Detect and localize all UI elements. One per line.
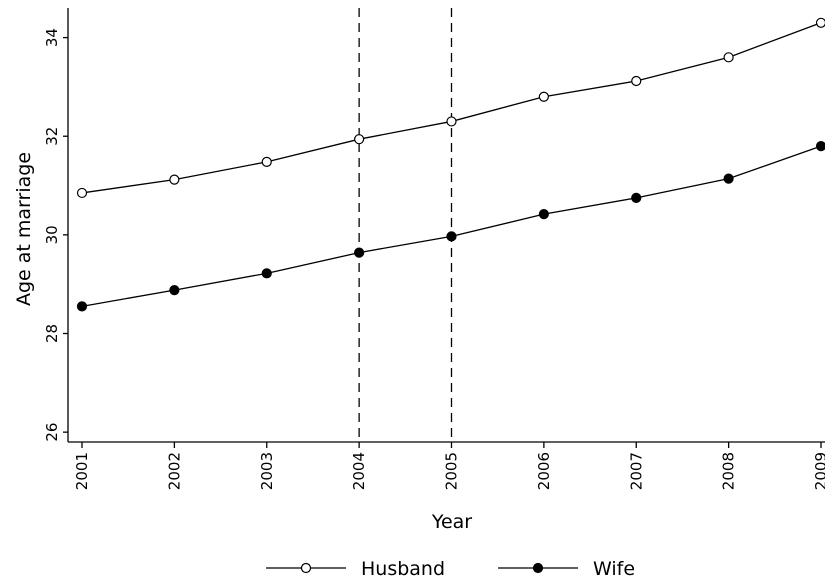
legend-marker-wife — [532, 562, 544, 574]
point-wife-2009 — [815, 140, 825, 152]
x-tick-label-2009: 2009 — [812, 452, 825, 490]
point-husband-2001 — [76, 187, 88, 199]
x-axis-title: Year — [431, 511, 472, 533]
point-husband-2003 — [261, 156, 272, 167]
y-tick-label-32: 32 — [43, 127, 61, 146]
legend-label-wife: Wife — [593, 558, 635, 580]
x-tick-label-2002: 2002 — [165, 452, 183, 490]
y-ticks: 26 28 30 32 34 — [43, 28, 68, 442]
x-tick-label-2008: 2008 — [720, 452, 738, 490]
x-tick-label-2001: 2001 — [73, 452, 91, 490]
point-husband-2008 — [723, 52, 734, 63]
y-tick-label-26: 26 — [43, 423, 61, 442]
point-husband-2002 — [169, 174, 180, 185]
point-wife-2005 — [446, 231, 457, 242]
series-line-husband — [81, 22, 822, 194]
point-wife-2003 — [261, 268, 272, 279]
point-husband-2004 — [354, 134, 365, 145]
reference-lines — [358, 8, 453, 442]
y-tick-label-34: 34 — [43, 28, 61, 47]
point-husband-2006 — [538, 91, 549, 102]
legend-label-husband: Husband — [361, 558, 445, 580]
point-wife-2006 — [538, 209, 549, 220]
series-layer — [76, 17, 825, 312]
legend-marker-husband — [300, 562, 312, 574]
point-wife-2008 — [723, 173, 734, 184]
point-husband-2007 — [631, 75, 642, 87]
x-ticks: 2001 2002 2003 2004 2005 2006 2007 2008 2009 — [73, 442, 825, 490]
x-tick-label-2006: 2006 — [535, 452, 553, 490]
point-wife-2007 — [631, 192, 642, 203]
point-wife-2002 — [169, 285, 180, 296]
point-wife-2004 — [354, 247, 365, 258]
point-husband-2009 — [815, 17, 825, 28]
legend: Husband Wife — [266, 558, 635, 580]
x-tick-label-2007: 2007 — [627, 452, 645, 490]
y-tick-label-28: 28 — [43, 324, 61, 343]
axes — [67, 8, 825, 443]
point-wife-2001 — [76, 301, 88, 312]
x-tick-label-2003: 2003 — [258, 452, 276, 490]
x-tick-label-2004: 2004 — [350, 452, 368, 490]
point-husband-2005 — [446, 116, 457, 127]
x-tick-label-2005: 2005 — [443, 452, 461, 490]
y-tick-label-30: 30 — [43, 225, 61, 244]
y-axis-title: Age at marriage — [13, 152, 35, 306]
